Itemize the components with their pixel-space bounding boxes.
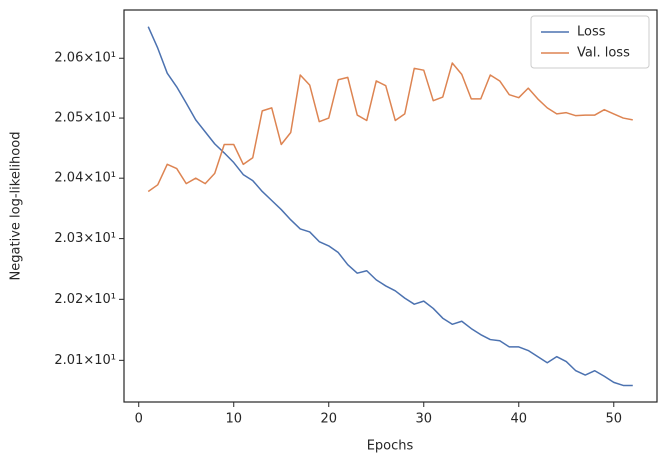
y-axis-label: Negative log-likelihood (9, 132, 24, 281)
x-tick-label: 20 (320, 412, 337, 427)
x-tick-label: 40 (510, 412, 527, 427)
x-tick-label: 50 (605, 412, 622, 427)
y-tick-label: 2.06×10¹ (54, 51, 116, 66)
x-tick-label: 0 (135, 412, 143, 427)
x-axis-label: Epochs (367, 439, 414, 454)
y-tick-label: 2.05×10¹ (54, 111, 116, 126)
x-tick-label: 10 (225, 412, 242, 427)
y-tick-label: 2.02×10¹ (54, 292, 116, 307)
y-tick-label: 2.03×10¹ (54, 231, 116, 246)
legend-label: Val. loss (577, 46, 630, 61)
axes-frame (123, 9, 658, 403)
legend-box (530, 15, 650, 69)
line-series (147, 26, 633, 387)
x-tick-label: 30 (415, 412, 432, 427)
legend-label: Loss (577, 25, 606, 40)
y-tick-label: 2.01×10¹ (54, 353, 116, 368)
y-tick-label: 2.04×10¹ (54, 171, 116, 186)
line-series (147, 62, 633, 193)
